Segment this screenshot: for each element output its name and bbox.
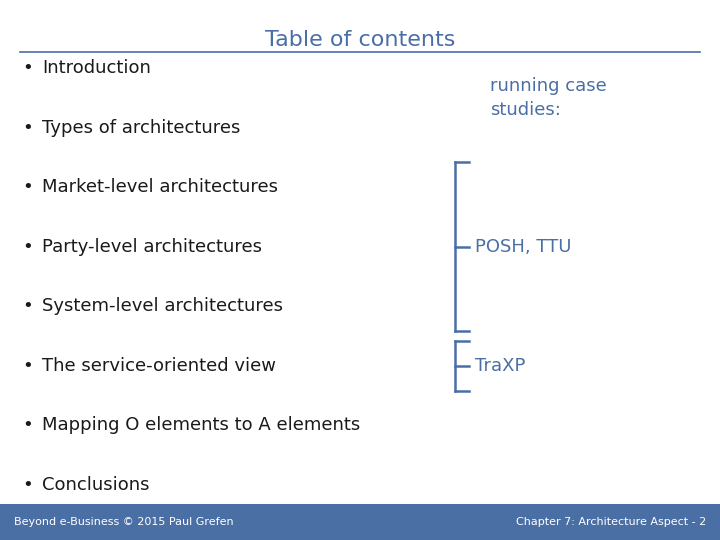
Text: Market-level architectures: Market-level architectures — [42, 178, 278, 196]
Text: Mapping O elements to A elements: Mapping O elements to A elements — [42, 416, 360, 434]
Text: •: • — [22, 298, 33, 315]
Text: Table of contents: Table of contents — [265, 30, 455, 50]
Text: running case
studies:: running case studies: — [490, 77, 607, 119]
Text: •: • — [22, 476, 33, 494]
Bar — [0, 504, 720, 540]
Text: •: • — [22, 178, 33, 196]
Text: •: • — [22, 238, 33, 256]
Text: The service-oriented view: The service-oriented view — [42, 357, 276, 375]
Text: •: • — [22, 357, 33, 375]
Text: Chapter 7: Architecture Aspect - 2: Chapter 7: Architecture Aspect - 2 — [516, 517, 706, 527]
Text: Party-level architectures: Party-level architectures — [42, 238, 262, 256]
Text: Beyond e-Business © 2015 Paul Grefen: Beyond e-Business © 2015 Paul Grefen — [14, 517, 233, 527]
Text: •: • — [22, 119, 33, 137]
Text: •: • — [22, 416, 33, 434]
Text: TraXP: TraXP — [475, 357, 526, 375]
Text: Introduction: Introduction — [42, 59, 151, 77]
Text: •: • — [22, 59, 33, 77]
Text: Conclusions: Conclusions — [42, 476, 150, 494]
Text: POSH, TTU: POSH, TTU — [475, 238, 572, 256]
Text: System-level architectures: System-level architectures — [42, 298, 283, 315]
Text: Types of architectures: Types of architectures — [42, 119, 240, 137]
